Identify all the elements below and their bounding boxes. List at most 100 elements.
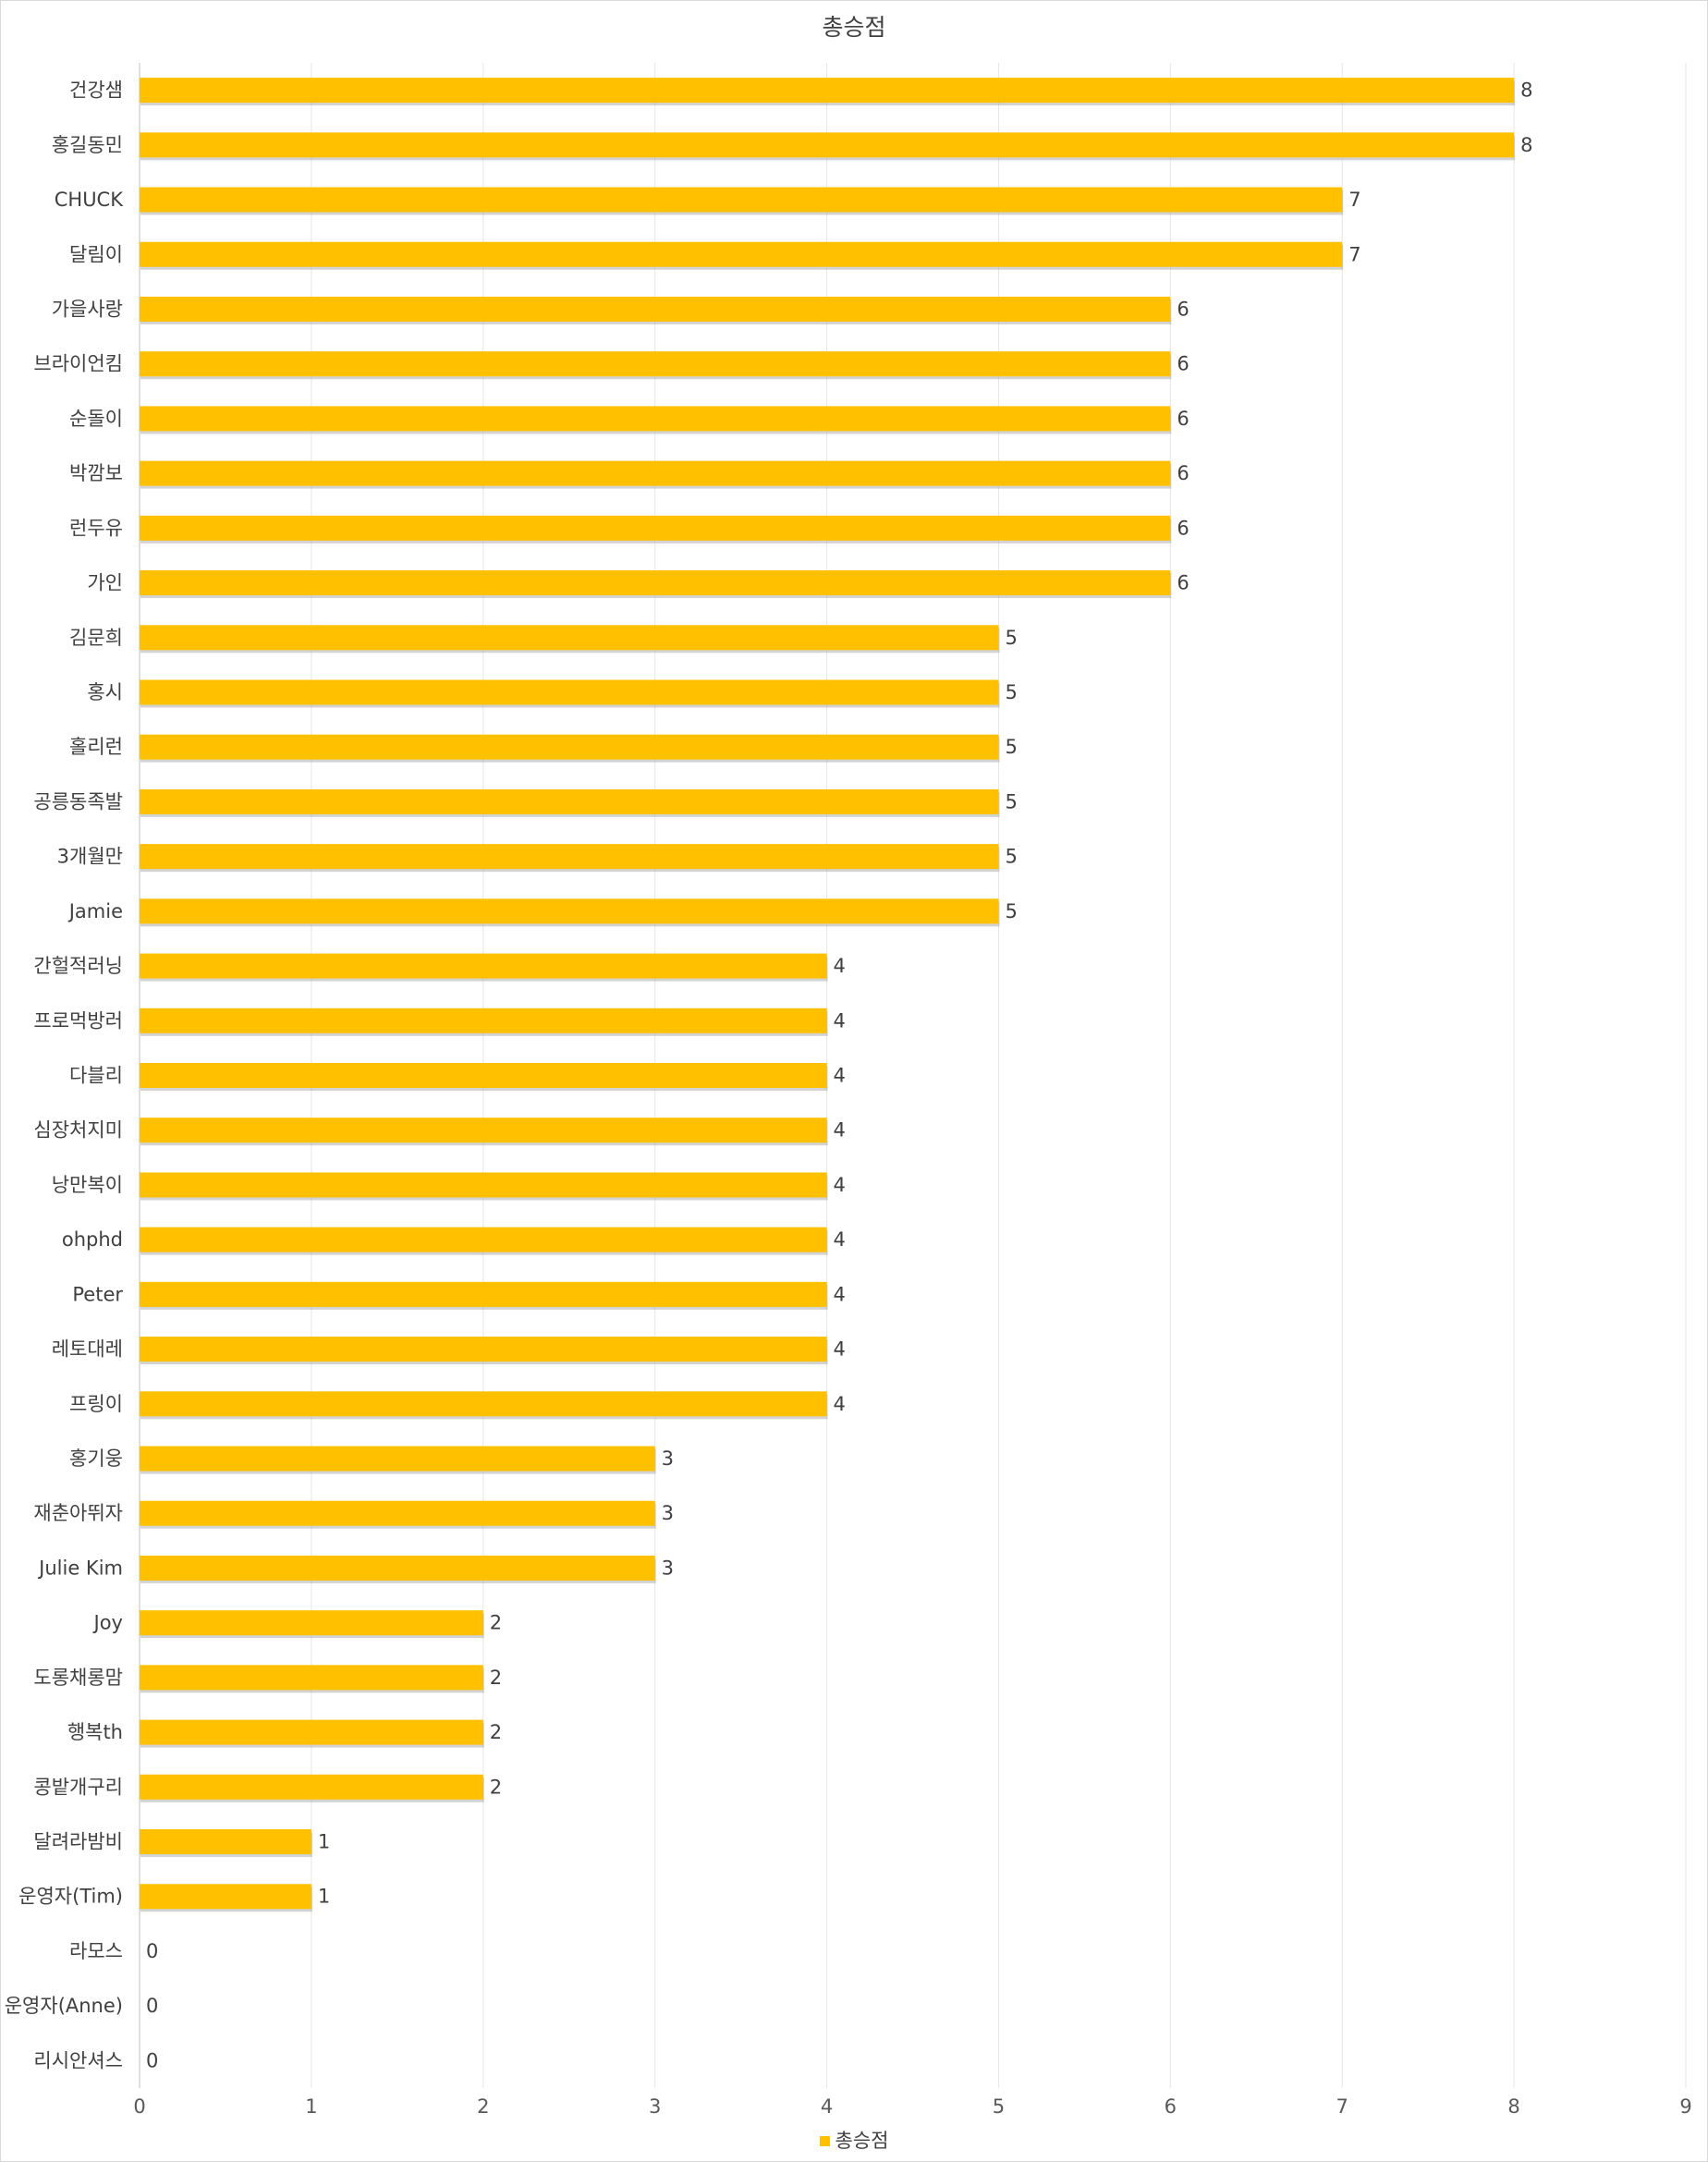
data-label: 4 (834, 1228, 846, 1251)
bar (140, 1063, 827, 1088)
bar (140, 570, 1171, 596)
data-label: 2 (490, 1776, 502, 1798)
category-label: 재춘아뛰자 (33, 1502, 123, 1524)
category-label: 건강샘 (69, 79, 123, 102)
category-label: 홍길동민 (52, 134, 123, 156)
bar (140, 1719, 483, 1745)
category-label: 김문희 (69, 627, 123, 649)
bar (140, 1337, 827, 1362)
category-label: 낭만복이 (52, 1174, 123, 1196)
category-label: 가인 (87, 572, 123, 594)
category-label: Julie Kim (37, 1557, 123, 1579)
category-label: 달려라밤비 (33, 1831, 123, 1853)
category-label: 행복th (67, 1721, 123, 1743)
bar (140, 1555, 655, 1581)
data-label: 7 (1348, 243, 1360, 265)
category-label: Joy (92, 1612, 123, 1634)
category-label: 콩밭개구리 (33, 1776, 123, 1798)
bar (140, 734, 999, 760)
data-label: 4 (834, 1009, 846, 1032)
bar (140, 1118, 827, 1143)
data-label: 4 (834, 1065, 846, 1087)
data-label: 4 (834, 1283, 846, 1305)
data-label: 5 (1005, 900, 1017, 922)
bar (140, 406, 1171, 432)
data-label: 5 (1005, 790, 1017, 812)
x-tick-label: 4 (821, 2095, 833, 2118)
data-label: 6 (1177, 353, 1189, 375)
data-label: 0 (146, 1995, 158, 2017)
x-tick-label: 3 (649, 2095, 661, 2118)
category-label: Peter (72, 1283, 123, 1305)
bar (140, 351, 1171, 377)
x-axis-ticks: 0 1 2 3 4 5 6 7 8 9 (133, 2095, 1691, 2118)
category-label: 프링이 (69, 1393, 123, 1415)
category-label: 홀리런 (69, 736, 123, 758)
bar (140, 898, 999, 924)
category-label: 레토대레 (52, 1338, 123, 1361)
legend-swatch (819, 2136, 830, 2146)
data-label: 4 (834, 1393, 846, 1415)
bar (140, 625, 999, 651)
data-label: 2 (490, 1667, 502, 1689)
chart-title: 총승점 (822, 14, 886, 41)
data-label: 2 (490, 1721, 502, 1743)
data-label: 1 (318, 1886, 330, 1908)
bar (140, 788, 999, 814)
x-tick-label: 2 (477, 2095, 489, 2118)
category-label: 브라이언킴 (33, 353, 123, 375)
category-label: 프로먹방러 (33, 1009, 123, 1032)
bar (140, 679, 999, 705)
category-label: 간헐적러닝 (33, 955, 123, 977)
bar (140, 1829, 311, 1855)
x-tick-label: 9 (1679, 2095, 1691, 2118)
data-label: 3 (662, 1557, 674, 1579)
bar (140, 241, 1343, 267)
legend: 총승점 (0, 2126, 1708, 2154)
category-label: 3개월만 (57, 846, 123, 868)
category-label: 순돌이 (69, 408, 123, 430)
category-label: 홍기웅 (69, 1447, 123, 1470)
category-label: 가을사랑 (52, 298, 123, 320)
category-label: 런두유 (69, 517, 123, 539)
bar (140, 460, 1171, 486)
x-tick-label: 0 (133, 2095, 145, 2118)
bar (140, 78, 1515, 104)
bar (140, 187, 1343, 213)
category-label: 도롱채롱맘 (33, 1667, 123, 1689)
bar (140, 1665, 483, 1691)
bar (140, 1391, 827, 1417)
bar (140, 1884, 311, 1910)
data-label: 5 (1005, 681, 1017, 703)
category-label: 홍시 (87, 681, 123, 703)
bar (140, 296, 1171, 322)
bars (140, 78, 1516, 1912)
bar (140, 953, 827, 979)
data-label: 8 (1520, 79, 1532, 102)
value-labels: 8 8 7 7 6 6 6 6 6 6 5 5 5 5 5 5 4 4 4 4 4 4 4 4 4 3 3 3 2 2 2 2 1 1 0 0 0 (146, 79, 1532, 2072)
data-label: 7 (1348, 189, 1360, 211)
data-label: 6 (1177, 298, 1189, 320)
data-label: 4 (834, 955, 846, 977)
bar (140, 1610, 483, 1636)
data-label: 1 (318, 1831, 330, 1853)
data-label: 2 (490, 1612, 502, 1634)
legend-label: 총승점 (835, 2130, 889, 2152)
category-label: 운영자(Anne) (5, 1995, 123, 2017)
bar (140, 1446, 655, 1472)
data-label: 4 (834, 1174, 846, 1196)
data-label: 3 (662, 1502, 674, 1524)
data-label: 0 (146, 2049, 158, 2071)
category-label: 리시안셔스 (33, 2049, 123, 2071)
bar (140, 515, 1171, 541)
category-label: 심장처지미 (33, 1119, 123, 1142)
data-label: 6 (1177, 408, 1189, 430)
category-label: 운영자(Tim) (18, 1886, 123, 1908)
bar (140, 1774, 483, 1800)
x-tick-label: 1 (305, 2095, 317, 2118)
bar (140, 1500, 655, 1526)
category-label: 달림이 (69, 243, 123, 265)
data-label: 4 (834, 1338, 846, 1361)
